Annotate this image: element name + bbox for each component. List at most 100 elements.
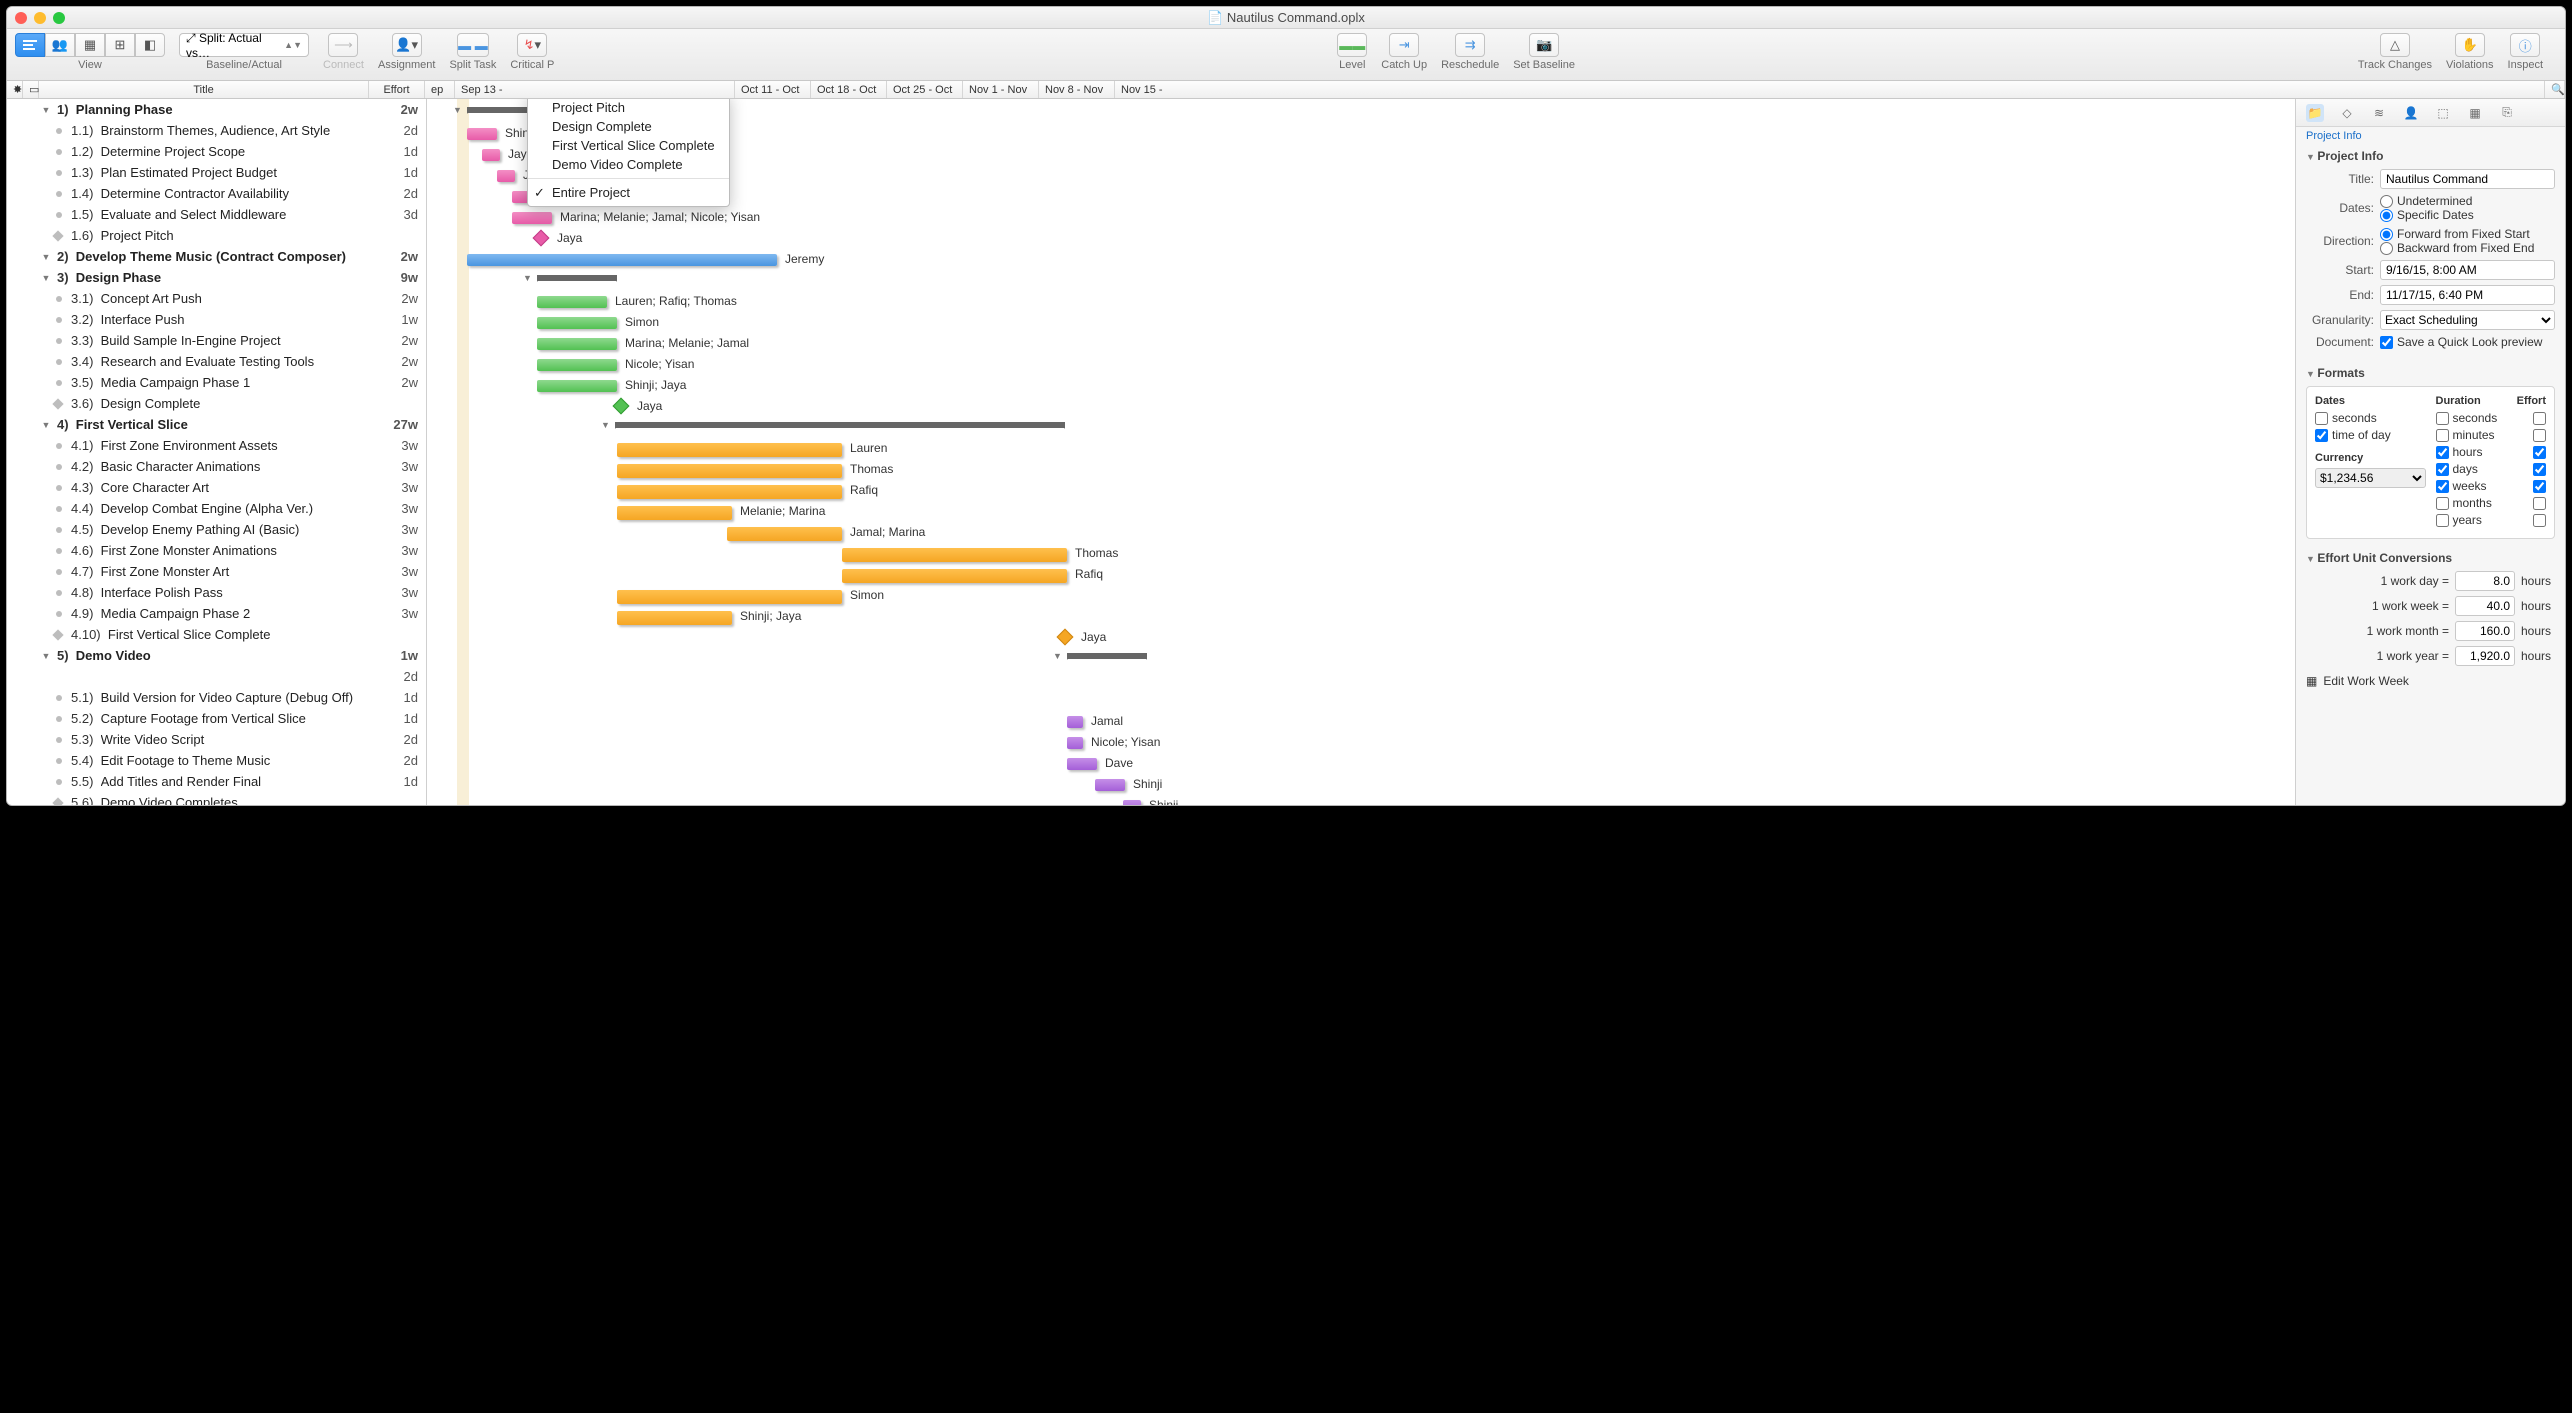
gantt-bar[interactable] bbox=[617, 611, 732, 625]
gantt-bar[interactable] bbox=[727, 527, 842, 541]
workweek-input[interactable] bbox=[2455, 596, 2515, 616]
task-row[interactable]: 4.7) First Zone Monster Art3w bbox=[7, 561, 426, 582]
task-row[interactable]: 5.4) Edit Footage to Theme Music2d bbox=[7, 750, 426, 771]
level-button[interactable]: ▬▬ bbox=[1337, 33, 1367, 57]
task-row[interactable]: 5.5) Add Titles and Render Final1d bbox=[7, 771, 426, 792]
dropdown-item-pitch[interactable]: Project Pitch bbox=[528, 99, 729, 117]
dropdown-item-demo[interactable]: Demo Video Complete bbox=[528, 155, 729, 174]
task-row[interactable]: 4.1) First Zone Environment Assets3w bbox=[7, 435, 426, 456]
gantt-bar[interactable] bbox=[497, 170, 515, 182]
granularity-select[interactable]: Exact Scheduling bbox=[2380, 310, 2555, 330]
close-icon[interactable] bbox=[15, 12, 27, 24]
dropdown-item-entire[interactable]: Entire Project bbox=[528, 183, 729, 202]
inspect-button[interactable]: ⓘ bbox=[2510, 33, 2540, 57]
split-task-button[interactable]: ▬ ▬ bbox=[457, 33, 489, 57]
dates-undetermined-radio[interactable] bbox=[2380, 195, 2393, 208]
inspector-tab-project-icon[interactable]: 📁 bbox=[2306, 104, 2324, 122]
task-row[interactable]: 5.2) Capture Footage from Vertical Slice… bbox=[7, 708, 426, 729]
col-effort[interactable]: Effort bbox=[369, 81, 425, 98]
dates-seconds-checkbox[interactable] bbox=[2315, 412, 2328, 425]
view-calendar-button[interactable]: ▦ bbox=[75, 33, 105, 57]
gantt-bar[interactable] bbox=[617, 464, 842, 478]
end-date-input[interactable] bbox=[2380, 285, 2555, 305]
violations-button[interactable]: ✋ bbox=[2455, 33, 2485, 57]
eff-months-checkbox[interactable] bbox=[2533, 497, 2546, 510]
dates-timeofday-checkbox[interactable] bbox=[2315, 429, 2328, 442]
track-changes-button[interactable]: △ bbox=[2380, 33, 2410, 57]
task-row[interactable]: ▼2) Develop Theme Music (Contract Compos… bbox=[7, 246, 426, 267]
task-row[interactable]: 5.3) Write Video Script2d bbox=[7, 729, 426, 750]
eff-days-checkbox[interactable] bbox=[2533, 463, 2546, 476]
start-date-input[interactable] bbox=[2380, 260, 2555, 280]
task-row[interactable]: 1.1) Brainstorm Themes, Audience, Art St… bbox=[7, 120, 426, 141]
task-row[interactable]: 1.6) Project Pitch bbox=[7, 225, 426, 246]
workday-input[interactable] bbox=[2455, 571, 2515, 591]
task-row[interactable]: ▼4) First Vertical Slice27w bbox=[7, 414, 426, 435]
eff-minutes-checkbox[interactable] bbox=[2533, 429, 2546, 442]
dur-years-checkbox[interactable] bbox=[2436, 514, 2449, 527]
task-row[interactable]: ▼5) Demo Video1w bbox=[7, 645, 426, 666]
gantt-bar[interactable] bbox=[537, 317, 617, 329]
reschedule-button[interactable]: ⇉ bbox=[1455, 33, 1485, 57]
gantt-bar[interactable] bbox=[617, 506, 732, 520]
dur-minutes-checkbox[interactable] bbox=[2436, 429, 2449, 442]
task-row[interactable]: 4.9) Media Campaign Phase 23w bbox=[7, 603, 426, 624]
gantt-bar[interactable] bbox=[537, 338, 617, 350]
gantt-bar[interactable] bbox=[1095, 779, 1125, 791]
zoom-icon[interactable] bbox=[53, 12, 65, 24]
inspector-tab-style-icon[interactable]: ⬚ bbox=[2434, 104, 2452, 122]
inspector-tab-schedule-icon[interactable]: ≋ bbox=[2370, 104, 2388, 122]
task-row[interactable]: 1.4) Determine Contractor Availability2d bbox=[7, 183, 426, 204]
gantt-bar[interactable] bbox=[537, 359, 617, 371]
dropdown-item-design[interactable]: Design Complete bbox=[528, 117, 729, 136]
view-network-button[interactable]: ⊞ bbox=[105, 33, 135, 57]
dur-hours-checkbox[interactable] bbox=[2436, 446, 2449, 459]
eff-seconds-checkbox[interactable] bbox=[2533, 412, 2546, 425]
minimize-icon[interactable] bbox=[34, 12, 46, 24]
gantt-bar[interactable] bbox=[537, 296, 607, 308]
task-row[interactable]: 3.2) Interface Push1w bbox=[7, 309, 426, 330]
critical-path-button[interactable]: ↯▾ bbox=[517, 33, 547, 57]
gantt-bar[interactable] bbox=[1123, 800, 1141, 805]
direction-forward-radio[interactable] bbox=[2380, 228, 2393, 241]
set-baseline-button[interactable]: 📷 bbox=[1529, 33, 1559, 57]
gantt-bar[interactable] bbox=[467, 128, 497, 140]
gantt-bar[interactable] bbox=[1067, 758, 1097, 770]
assignment-button[interactable]: 👤▾ bbox=[392, 33, 422, 57]
task-row[interactable]: 3.1) Concept Art Push2w bbox=[7, 288, 426, 309]
task-row[interactable]: ▼1) Planning Phase2w bbox=[7, 99, 426, 120]
gantt-bar[interactable] bbox=[617, 443, 842, 457]
task-row[interactable]: 4.2) Basic Character Animations3w bbox=[7, 456, 426, 477]
dur-days-checkbox[interactable] bbox=[2436, 463, 2449, 476]
task-row[interactable]: 4.4) Develop Combat Engine (Alpha Ver.)3… bbox=[7, 498, 426, 519]
view-gantt-button[interactable] bbox=[15, 33, 45, 57]
gantt-bar[interactable] bbox=[512, 212, 552, 224]
gantt-bar[interactable] bbox=[537, 380, 617, 392]
task-row[interactable]: ▼3) Design Phase9w bbox=[7, 267, 426, 288]
task-row[interactable]: 4.6) First Zone Monster Animations3w bbox=[7, 540, 426, 561]
task-row[interactable]: 1.2) Determine Project Scope1d bbox=[7, 141, 426, 162]
direction-backward-radio[interactable] bbox=[2380, 242, 2393, 255]
dates-specific-radio[interactable] bbox=[2380, 209, 2393, 222]
gantt-bar[interactable] bbox=[617, 485, 842, 499]
inspector-tab-milestone-icon[interactable]: ◇ bbox=[2338, 104, 2356, 122]
task-row[interactable]: 3.3) Build Sample In-Engine Project2w bbox=[7, 330, 426, 351]
eff-years-checkbox[interactable] bbox=[2533, 514, 2546, 527]
project-title-input[interactable] bbox=[2380, 169, 2555, 189]
task-outline[interactable]: ▼1) Planning Phase2w1.1) Brainstorm Them… bbox=[7, 99, 427, 805]
task-row[interactable]: 4.3) Core Character Art3w bbox=[7, 477, 426, 498]
connect-button[interactable]: ⟶ bbox=[328, 33, 358, 57]
section-conversions[interactable]: Effort Unit Conversions bbox=[2306, 551, 2555, 565]
gantt-bar[interactable] bbox=[1067, 716, 1083, 728]
task-row[interactable]: 4.8) Interface Polish Pass3w bbox=[7, 582, 426, 603]
inspector-tab-resource-icon[interactable]: 👤 bbox=[2402, 104, 2420, 122]
task-row[interactable]: 4.5) Develop Enemy Pathing AI (Basic)3w bbox=[7, 519, 426, 540]
task-row[interactable]: 5.1) Build Version for Video Capture (De… bbox=[7, 687, 426, 708]
task-row[interactable]: 3.5) Media Campaign Phase 12w bbox=[7, 372, 426, 393]
dur-weeks-checkbox[interactable] bbox=[2436, 480, 2449, 493]
edit-work-week-link[interactable]: Edit Work Week bbox=[2323, 674, 2409, 688]
gantt-bar[interactable] bbox=[1067, 737, 1083, 749]
gantt-bar[interactable] bbox=[467, 254, 777, 266]
task-row[interactable]: 1.5) Evaluate and Select Middleware3d bbox=[7, 204, 426, 225]
task-row[interactable]: 5.6) Demo Video Completes bbox=[7, 792, 426, 805]
